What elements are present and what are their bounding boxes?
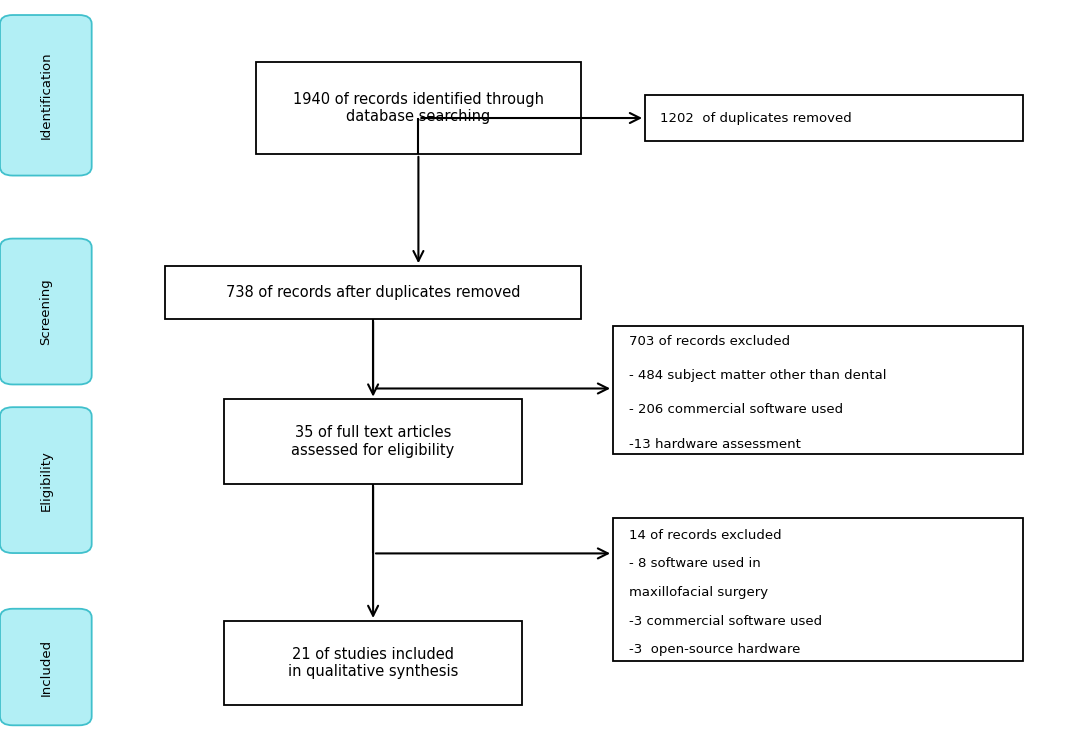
Bar [645,95,1023,141]
Bar [256,62,581,154]
Text: 1202  of duplicates removed: 1202 of duplicates removed [660,111,852,125]
FancyBboxPatch shape [0,608,92,726]
Text: Eligibility: Eligibility [39,449,52,511]
Text: -3  open-source hardware: -3 open-source hardware [629,644,801,656]
Text: 703 of records excluded: 703 of records excluded [629,335,791,348]
Bar [613,326,1023,454]
FancyBboxPatch shape [0,239,92,385]
Text: - 484 subject matter other than dental: - 484 subject matter other than dental [629,369,887,383]
Text: maxillofacial surgery: maxillofacial surgery [629,586,769,599]
Text: -3 commercial software used: -3 commercial software used [629,615,823,627]
Text: 1940 of records identified through
database searching: 1940 of records identified through datab… [293,92,544,125]
Text: 35 of full text articles
assessed for eligibility: 35 of full text articles assessed for el… [291,425,455,458]
Text: - 8 software used in: - 8 software used in [629,558,761,570]
Bar [224,399,522,484]
Text: Included: Included [39,638,52,696]
Text: -13 hardware assessment: -13 hardware assessment [629,438,802,451]
Text: 21 of studies included
in qualitative synthesis: 21 of studies included in qualitative sy… [288,647,458,679]
FancyBboxPatch shape [0,408,92,553]
Text: - 206 commercial software used: - 206 commercial software used [629,403,843,416]
Bar [165,266,581,319]
Text: Identification: Identification [39,51,52,139]
Text: Screening: Screening [39,278,52,345]
Text: 14 of records excluded: 14 of records excluded [629,529,782,542]
FancyBboxPatch shape [0,15,92,175]
Bar [224,621,522,705]
Text: 738 of records after duplicates removed: 738 of records after duplicates removed [226,285,520,300]
Bar [613,518,1023,661]
